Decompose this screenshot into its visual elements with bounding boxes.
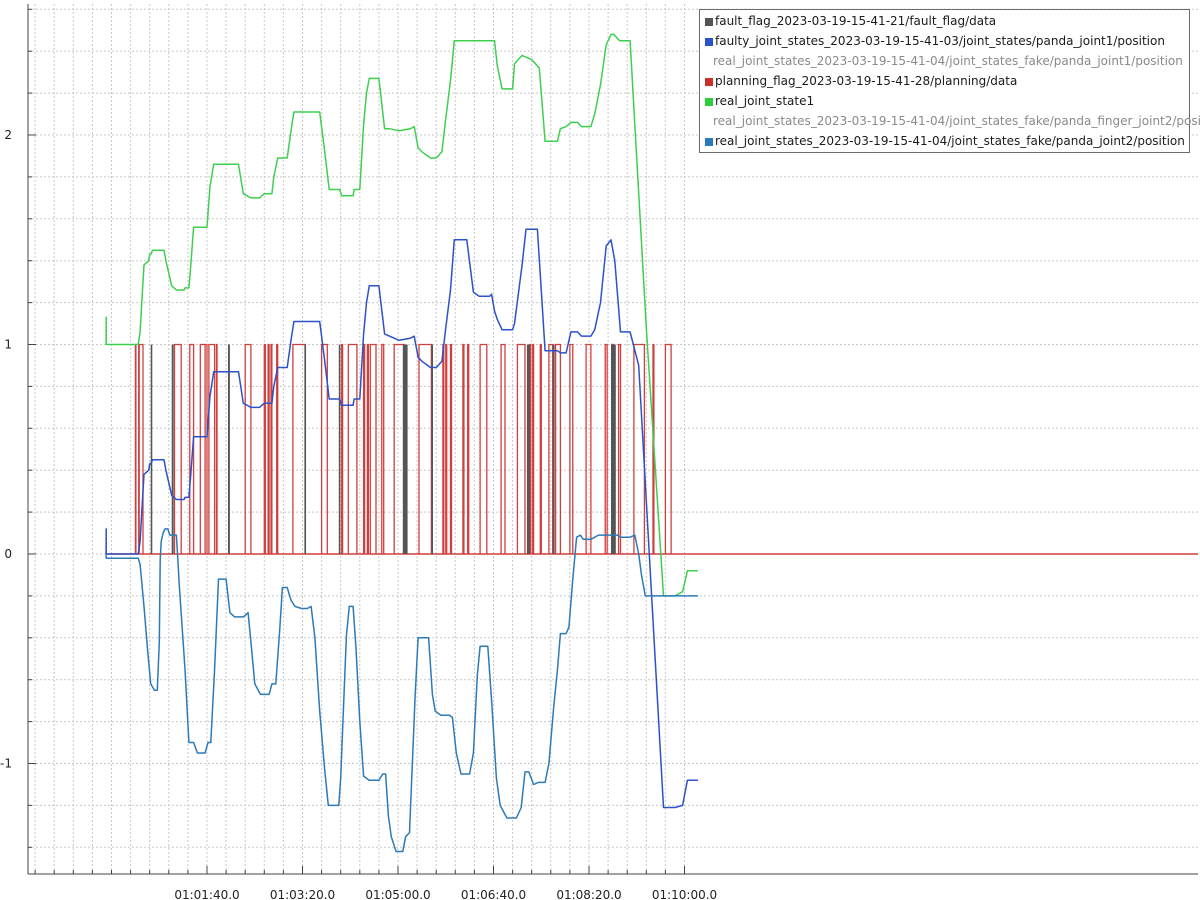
x-tick-label: 01:06:40.0 <box>461 888 526 900</box>
fault-flag-bar <box>552 344 555 554</box>
fault-flag-bar <box>526 344 530 554</box>
legend-swatch <box>705 38 713 46</box>
legend-swatch <box>705 18 713 26</box>
legend-label: real_joint_states_2023-03-19-15-41-04/jo… <box>713 114 1200 128</box>
legend-item-real-finger-joint2[interactable]: real_joint_states_2023-03-19-15-41-04/jo… <box>713 111 1200 131</box>
tick-labels: 01:01:40.0 01:03:20.0 01:05:00.0 01:06:40.0… <box>0 128 717 900</box>
legend-swatch <box>705 98 713 106</box>
x-tick-label: 01:10:00.0 <box>652 888 717 900</box>
fault-flag-bar <box>338 344 341 554</box>
x-tick-label: 01:05:00.0 <box>365 888 430 900</box>
fault-flag-bar <box>228 344 230 554</box>
legend-swatch <box>705 78 713 86</box>
fault-flag-bar <box>611 344 616 554</box>
fault-flag-bar <box>402 344 408 554</box>
legend-label: real_joint_states_2023-03-19-15-41-04/jo… <box>713 54 1183 68</box>
x-tick-label: 01:03:20.0 <box>270 888 335 900</box>
fault-flag-bar <box>171 344 174 554</box>
y-tick-label: 0 <box>4 547 12 561</box>
y-tick-label: 2 <box>4 128 12 142</box>
legend-swatch <box>705 138 713 146</box>
legend-item-faulty-joint1[interactable]: faulty_joint_states_2023-03-19-15-41-03/… <box>705 31 1165 51</box>
chart-axes <box>27 4 1198 875</box>
x-tick-label: 01:01:40.0 <box>174 888 239 900</box>
legend-label: real_joint_state1 <box>715 94 815 108</box>
y-tick-label: -1 <box>0 757 12 771</box>
series-layer <box>105 33 1198 853</box>
fault-flag-bar <box>304 344 306 554</box>
legend-item-real-joint2[interactable]: real_joint_states_2023-03-19-15-41-04/jo… <box>705 131 1185 151</box>
legend-label: real_joint_states_2023-03-19-15-41-04/jo… <box>715 134 1185 148</box>
series-real-joint-state1 <box>105 33 698 597</box>
legend[interactable]: fault_flag_2023-03-19-15-41-21/fault_fla… <box>699 9 1200 153</box>
fault-flag-bar <box>431 344 433 554</box>
series-faulty-joint-states-2023-03-19-15-41-03-joint-st <box>105 228 698 809</box>
fault-flag-bar <box>150 344 153 554</box>
series-real-joint-states-2023-03-19-15-41-04-joint-stat <box>105 528 698 853</box>
x-tick-label: 01:08:20.0 <box>556 888 621 900</box>
legend-item-fault-flag[interactable]: fault_flag_2023-03-19-15-41-21/fault_fla… <box>705 11 996 31</box>
legend-label: fault_flag_2023-03-19-15-41-21/fault_fla… <box>715 14 997 28</box>
y-tick-label: 1 <box>4 338 12 352</box>
legend-item-planning-flag[interactable]: planning_flag_2023-03-19-15-41-28/planni… <box>705 71 1017 91</box>
legend-item-real-joint-state1[interactable]: real_joint_state1 <box>705 91 814 111</box>
legend-label: planning_flag_2023-03-19-15-41-28/planni… <box>715 74 1018 88</box>
legend-item-real-joint1[interactable]: real_joint_states_2023-03-19-15-41-04/jo… <box>713 51 1183 71</box>
legend-label: faulty_joint_states_2023-03-19-15-41-03/… <box>715 34 1165 48</box>
